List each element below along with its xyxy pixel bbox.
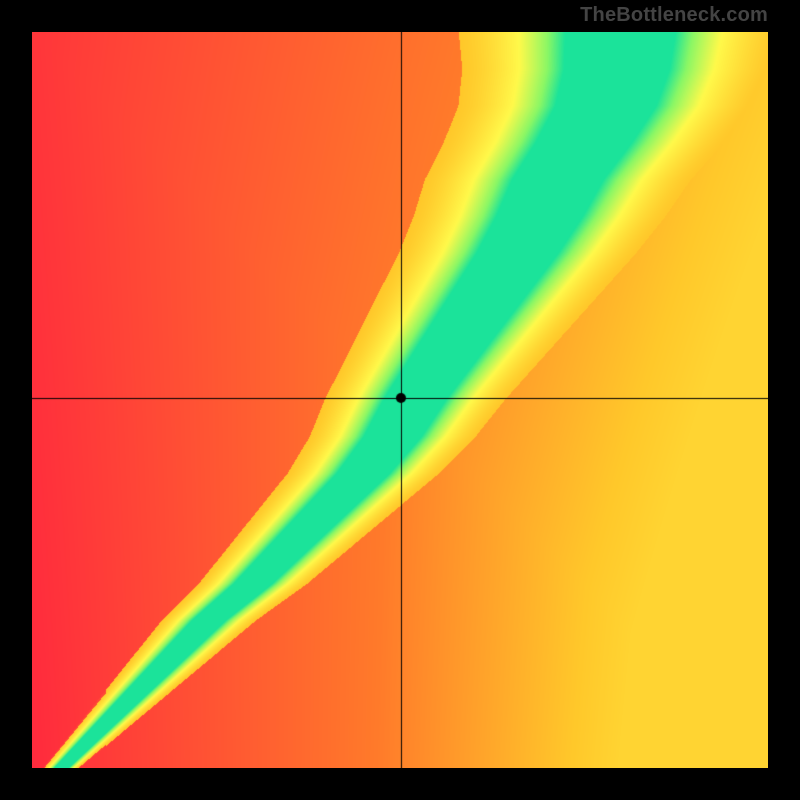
heatmap-plot	[32, 32, 768, 768]
watermark-text: TheBottleneck.com	[580, 4, 768, 27]
chart-container: TheBottleneck.com	[0, 0, 800, 800]
heatmap-canvas	[32, 32, 768, 768]
